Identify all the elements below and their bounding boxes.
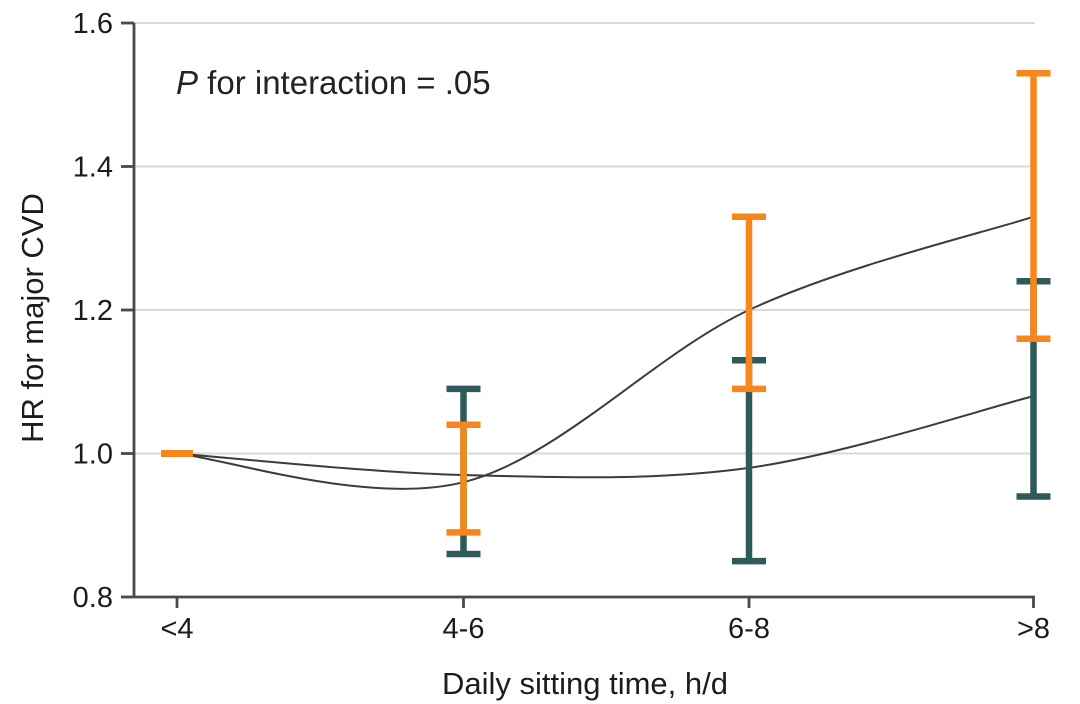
axes <box>121 21 1035 608</box>
tick-labels: 0.8 1.0 1.2 1.4 1.6 <4 4-6 6-8 >8 <box>73 8 1050 645</box>
series-line-orange-series <box>176 215 1034 490</box>
x-tick-label: 6-8 <box>728 613 770 645</box>
series-line-teal-series <box>176 395 1034 479</box>
x-tick-label: >8 <box>1017 613 1050 645</box>
x-tick-label: <4 <box>160 613 193 645</box>
p-for-interaction-annotation: P for interaction = .05 <box>176 64 491 102</box>
series-lines <box>176 215 1034 490</box>
gridlines <box>134 22 1035 455</box>
annotation-text: for interaction = .05 <box>198 64 491 101</box>
y-tick-label: 1.6 <box>73 8 113 40</box>
error-bars <box>161 69 1051 565</box>
y-axis-title: HR for major CVD <box>15 193 50 443</box>
x-axis-title: Daily sitting time, h/d <box>442 666 728 701</box>
y-tick-label: 0.8 <box>73 582 113 614</box>
y-tick-label: 1.4 <box>73 152 113 184</box>
annotation-italic-p: P <box>176 64 199 101</box>
y-tick-label: 1.0 <box>73 439 113 471</box>
y-tick-label: 1.2 <box>73 295 113 327</box>
x-tick-label: 4-6 <box>443 613 485 645</box>
